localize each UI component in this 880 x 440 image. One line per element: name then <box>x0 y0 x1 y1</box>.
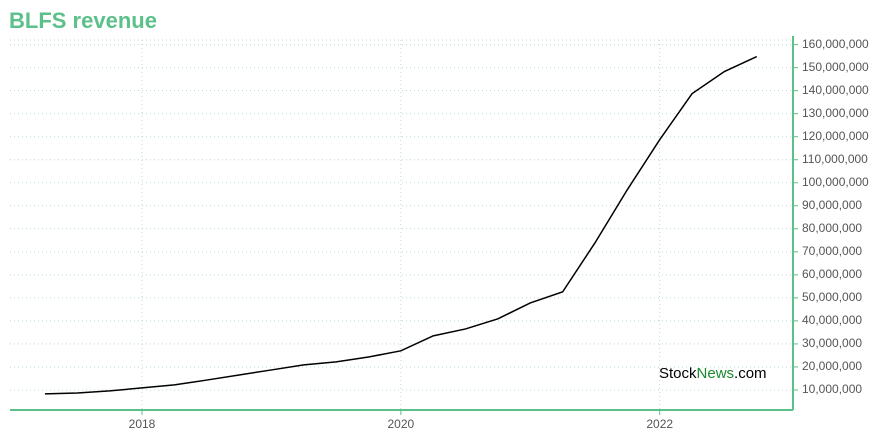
y-tick-label: 160,000,000 <box>802 37 869 51</box>
x-tick-label: 2022 <box>646 417 673 431</box>
watermark-part: News <box>697 365 735 382</box>
y-tick-label: 30,000,000 <box>802 336 862 350</box>
watermark-part: .com <box>734 365 767 382</box>
watermark: StockNews.com <box>659 365 767 382</box>
y-tick-label: 40,000,000 <box>802 313 862 327</box>
watermark-part: Stock <box>659 365 697 382</box>
y-tick-label: 50,000,000 <box>802 290 862 304</box>
y-tick-label: 20,000,000 <box>802 359 862 373</box>
y-tick-label: 100,000,000 <box>802 175 869 189</box>
y-tick-label: 80,000,000 <box>802 221 862 235</box>
y-tick-label: 120,000,000 <box>802 129 869 143</box>
y-tick-label: 70,000,000 <box>802 244 862 258</box>
x-tick-label: 2018 <box>129 417 156 431</box>
line-series <box>44 55 758 395</box>
x-tick-label: 2020 <box>388 417 415 431</box>
y-tick-label: 140,000,000 <box>802 83 869 97</box>
y-tick-label: 10,000,000 <box>802 382 862 396</box>
y-tick-label: 110,000,000 <box>802 152 868 166</box>
y-tick-label: 130,000,000 <box>802 106 869 120</box>
y-tick-label: 150,000,000 <box>802 60 869 74</box>
y-tick-label: 90,000,000 <box>802 198 862 212</box>
chart-title: BLFS revenue <box>9 8 157 33</box>
y-tick-label: 60,000,000 <box>802 267 862 281</box>
